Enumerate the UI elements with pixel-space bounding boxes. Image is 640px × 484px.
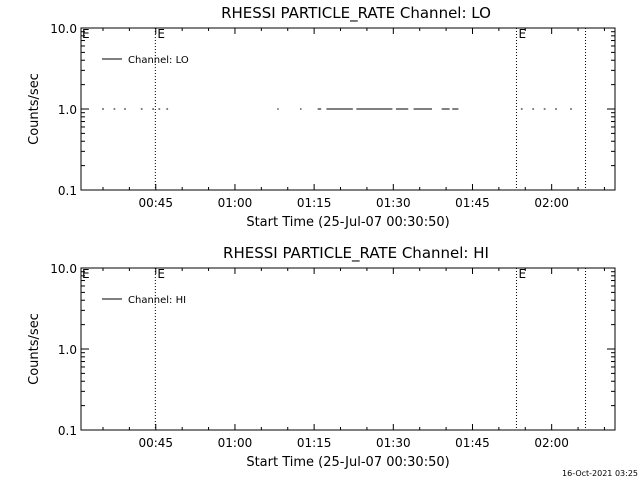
x-tick-label: 01:00 — [218, 436, 253, 450]
chart-panel-hi: RHESSI PARTICLE_RATE Channel: HI 00:45 01:… — [27, 244, 616, 470]
x-tick-label: 01:30 — [376, 196, 411, 210]
y-tick-label: 10.0 — [50, 262, 77, 276]
x-tick-label: 01:15 — [297, 436, 332, 450]
event-marker-label: E — [82, 267, 90, 281]
x-tick-label: 01:45 — [455, 436, 490, 450]
y-tick-label: 1.0 — [58, 103, 77, 117]
chart-panel-lo: RHESSI PARTICLE_RATE Channel: LO 00:45 01:… — [27, 4, 616, 230]
y-tick-label: 1.0 — [58, 343, 77, 357]
y-axis-label: Counts/sec — [27, 313, 42, 385]
x-tick-label: 01:15 — [297, 196, 332, 210]
y-tick-label: 0.1 — [58, 184, 77, 198]
event-marker-label: E — [518, 267, 526, 281]
event-marker-label: E — [157, 267, 165, 281]
x-tick-label: 01:00 — [218, 196, 253, 210]
y-tick-label: 10.0 — [50, 22, 77, 36]
y-tick-label: 0.1 — [58, 424, 77, 438]
x-tick-label: 01:45 — [455, 196, 490, 210]
event-marker-label: E — [518, 27, 526, 41]
legend-entry: Channel: LO — [128, 55, 189, 66]
legend-entry: Channel: HI — [128, 295, 186, 306]
x-tick-label: 02:00 — [534, 436, 569, 450]
x-tick-label: 02:00 — [534, 196, 569, 210]
event-marker-label: E — [157, 27, 165, 41]
x-axis-label: Start Time (25-Jul-07 00:30:50) — [246, 215, 449, 230]
chart-title: RHESSI PARTICLE_RATE Channel: LO — [221, 4, 491, 23]
x-tick-label: 01:30 — [376, 436, 411, 450]
x-tick-label: 00:45 — [138, 436, 173, 450]
x-tick-label: 00:45 — [138, 196, 173, 210]
plot-frame — [80, 267, 616, 431]
x-axis-label: Start Time (25-Jul-07 00:30:50) — [246, 455, 449, 470]
footer-timestamp: 16-Oct-2021 03:25 — [562, 469, 638, 478]
event-marker-label: E — [82, 27, 90, 41]
chart-title: RHESSI PARTICLE_RATE Channel: HI — [223, 244, 489, 263]
y-axis-label: Counts/sec — [27, 73, 42, 145]
